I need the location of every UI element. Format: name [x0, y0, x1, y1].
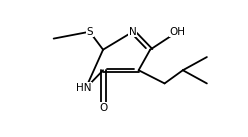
Text: N: N: [129, 27, 137, 37]
Text: OH: OH: [169, 27, 186, 37]
Text: S: S: [86, 27, 93, 37]
Text: O: O: [99, 103, 107, 113]
Text: HN: HN: [76, 83, 92, 93]
